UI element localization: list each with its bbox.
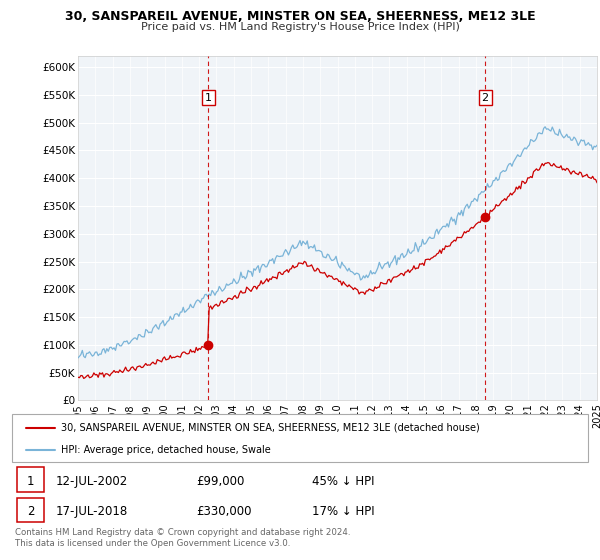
Text: 1: 1 (26, 475, 34, 488)
Text: 30, SANSPAREIL AVENUE, MINSTER ON SEA, SHEERNESS, ME12 3LE: 30, SANSPAREIL AVENUE, MINSTER ON SEA, S… (65, 10, 535, 23)
Text: 12-JUL-2002: 12-JUL-2002 (55, 475, 127, 488)
Text: 2: 2 (482, 92, 489, 102)
Text: Price paid vs. HM Land Registry's House Price Index (HPI): Price paid vs. HM Land Registry's House … (140, 22, 460, 32)
Text: HPI: Average price, detached house, Swale: HPI: Average price, detached house, Swal… (61, 445, 271, 455)
Text: 2: 2 (26, 505, 34, 519)
Text: Contains HM Land Registry data © Crown copyright and database right 2024.
This d: Contains HM Land Registry data © Crown c… (15, 528, 350, 548)
Text: 17-JUL-2018: 17-JUL-2018 (55, 505, 127, 519)
Text: 30, SANSPAREIL AVENUE, MINSTER ON SEA, SHEERNESS, ME12 3LE (detached house): 30, SANSPAREIL AVENUE, MINSTER ON SEA, S… (61, 423, 480, 433)
Text: 45% ↓ HPI: 45% ↓ HPI (311, 475, 374, 488)
Text: £99,000: £99,000 (196, 475, 245, 488)
Bar (17, 498, 44, 522)
Text: 1: 1 (205, 92, 212, 102)
Text: 17% ↓ HPI: 17% ↓ HPI (311, 505, 374, 519)
Text: £330,000: £330,000 (196, 505, 252, 519)
Bar (17, 467, 44, 492)
